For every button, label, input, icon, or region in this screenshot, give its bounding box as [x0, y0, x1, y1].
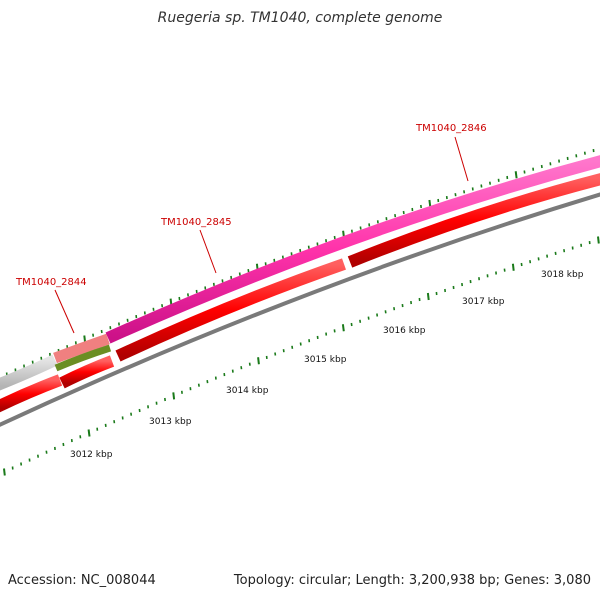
- gene-label-2846[interactable]: TM1040_2846: [415, 123, 487, 134]
- gene-label-2845[interactable]: TM1040_2845: [160, 217, 232, 228]
- leader-line-gene-2844: [54, 289, 75, 334]
- cds-red-arrow-2[interactable]: [59, 355, 115, 389]
- inner-tick-major: [511, 263, 515, 271]
- cds-red-arrow-1[interactable]: [0, 374, 63, 413]
- outer-tick-major: [428, 199, 432, 208]
- genome-summary-text: Topology: circular; Length: 3,200,938 bp…: [233, 573, 591, 588]
- inner-tick-track: [3, 236, 600, 476]
- gene-grey-segment[interactable]: [0, 354, 58, 391]
- accession-text: Accession: NC_008044: [8, 573, 156, 588]
- gene-magenta-segment[interactable]: [105, 155, 600, 344]
- gene-label-2844[interactable]: TM1040_2844: [15, 277, 87, 288]
- cds-olive-segment[interactable]: [54, 344, 112, 372]
- genome-title: Ruegeria sp. TM1040, complete genome: [157, 10, 443, 26]
- kbp-label-3013: 3013 kbp: [149, 417, 192, 427]
- inner-tick-major: [426, 292, 430, 301]
- inner-tick-major: [597, 236, 600, 244]
- leader-line-gene-2845: [199, 229, 217, 274]
- inner-tick-major: [3, 468, 6, 476]
- kbp-label-3016: 3016 kbp: [383, 326, 426, 336]
- kbp-label-3014: 3014 kbp: [226, 386, 269, 396]
- outer-tick-track: [5, 149, 595, 376]
- inner-tick-major: [257, 357, 260, 365]
- inner-tick-major: [341, 324, 345, 332]
- inner-tick-major: [172, 392, 176, 400]
- kbp-label-3012: 3012 kbp: [70, 450, 113, 460]
- cds-red-arrow-3[interactable]: [115, 258, 346, 362]
- gene-salmon-segment[interactable]: [53, 333, 110, 364]
- inner-tick-major: [87, 429, 91, 437]
- kbp-label-3015: 3015 kbp: [304, 355, 347, 365]
- kbp-label-3017: 3017 kbp: [462, 297, 505, 307]
- outer-tick-major: [514, 171, 518, 179]
- kbp-label-3018: 3018 kbp: [541, 270, 584, 280]
- cds-red-arrow-4[interactable]: [347, 173, 600, 268]
- backbone-line: [0, 192, 600, 427]
- leader-line-gene-2846: [454, 136, 469, 182]
